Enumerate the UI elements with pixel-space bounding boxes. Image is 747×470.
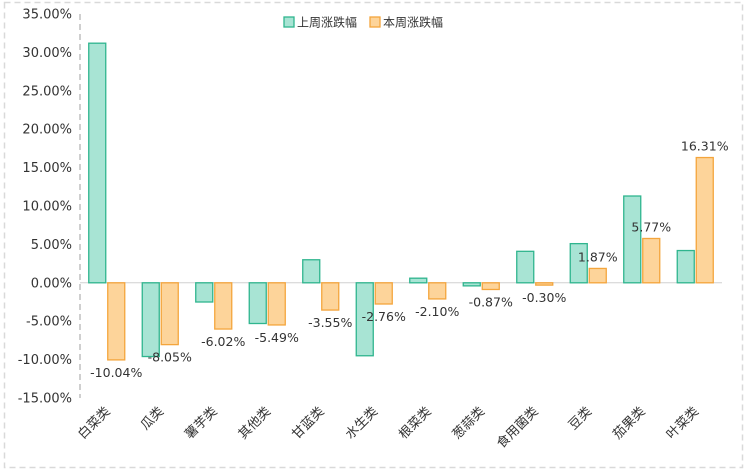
bar-last-week-9	[569, 242, 588, 284]
bar-last-week-2	[195, 282, 214, 303]
bar-last-week-10	[623, 195, 642, 284]
x-category-label: 叶菜类	[664, 404, 702, 442]
legend-swatch-this-week	[369, 16, 381, 28]
bar-this-week-1	[160, 282, 179, 346]
data-label: -6.02%	[201, 334, 245, 349]
bar-last-week-6	[409, 277, 428, 284]
bar-this-week-7	[481, 282, 500, 291]
bar-this-week-8	[535, 282, 554, 286]
bar-last-week-1	[141, 282, 160, 358]
x-category-label: 薯芋类	[182, 404, 220, 442]
bar-last-week-3	[248, 282, 267, 325]
bar-this-week-3	[267, 282, 286, 326]
x-category-label: 水生类	[343, 404, 381, 442]
data-label: -2.10%	[415, 304, 459, 319]
bar-this-week-9	[588, 267, 607, 284]
bar-this-week-0	[107, 282, 126, 361]
bar-last-week-11	[676, 249, 695, 284]
bar-last-week-7	[462, 282, 481, 287]
bar-this-week-10	[642, 237, 661, 284]
y-tick-label: 5.00%	[31, 238, 72, 253]
y-tick-label: -5.00%	[26, 315, 72, 330]
data-label: -3.55%	[308, 315, 352, 330]
legend-label-last-week: 上周涨跌幅	[297, 15, 357, 30]
y-tick-label: 15.00%	[22, 161, 72, 176]
data-label: 5.77%	[631, 219, 671, 234]
y-tick-label: -10.00%	[18, 353, 72, 368]
data-label: -0.87%	[469, 294, 513, 309]
y-tick-label: -15.00%	[18, 392, 72, 407]
data-label: -5.49%	[255, 330, 299, 345]
legend-label-this-week: 本周涨跌幅	[383, 15, 443, 30]
y-tick-label: 30.00%	[22, 46, 72, 61]
bar-this-week-4	[321, 282, 340, 311]
y-tick-label: 25.00%	[22, 84, 72, 99]
data-label: -10.04%	[90, 365, 142, 380]
data-label: 1.87%	[578, 249, 618, 264]
x-category-label: 葱蒜类	[450, 404, 488, 442]
bar-this-week-11	[695, 156, 714, 284]
x-category-label: 白菜类	[75, 404, 114, 443]
bar-last-week-8	[516, 250, 535, 284]
y-tick-label: 35.00%	[22, 8, 72, 23]
x-category-label: 根菜类	[396, 404, 434, 442]
bar-last-week-0	[88, 42, 107, 284]
bar-last-week-5	[355, 282, 374, 357]
x-category-label: 食用菌类	[493, 404, 541, 452]
x-category-label: 茄果类	[610, 404, 648, 442]
data-label: 16.31%	[681, 139, 729, 154]
y-tick-label: 0.00%	[31, 276, 72, 291]
x-category-label: 其他类	[236, 404, 274, 442]
data-label: -0.30%	[522, 290, 566, 305]
bar-this-week-6	[428, 282, 447, 300]
bar-this-week-5	[374, 282, 393, 305]
x-category-label: 甘蓝类	[289, 404, 327, 442]
x-category-label: 豆类	[566, 404, 595, 433]
data-label: -2.76%	[362, 309, 406, 324]
y-tick-label: 20.00%	[22, 123, 72, 138]
legend-swatch-last-week	[283, 16, 295, 28]
bar-last-week-4	[302, 259, 321, 284]
chart-border	[3, 1, 744, 469]
x-category-label: 瓜类	[138, 404, 167, 433]
data-label: -8.05%	[148, 350, 192, 365]
y-tick-label: 10.00%	[22, 200, 72, 215]
bar-this-week-2	[214, 282, 233, 330]
